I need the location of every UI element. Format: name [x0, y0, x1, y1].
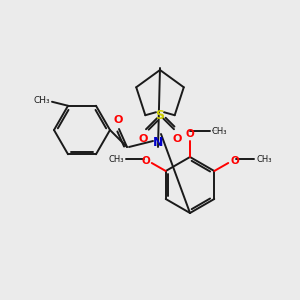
Text: CH₃: CH₃ [108, 154, 124, 164]
Text: O: O [138, 134, 148, 144]
Text: O: O [141, 156, 150, 166]
Text: N: N [153, 136, 163, 148]
Text: methoxy: methoxy [212, 130, 218, 131]
Text: CH₃: CH₃ [256, 154, 272, 164]
Text: O: O [172, 134, 182, 144]
Text: O: O [186, 129, 194, 139]
Text: CH₃: CH₃ [33, 96, 50, 105]
Text: CH₃: CH₃ [212, 127, 227, 136]
Text: O: O [230, 156, 239, 166]
Text: S: S [155, 109, 164, 122]
Text: O: O [113, 115, 123, 125]
